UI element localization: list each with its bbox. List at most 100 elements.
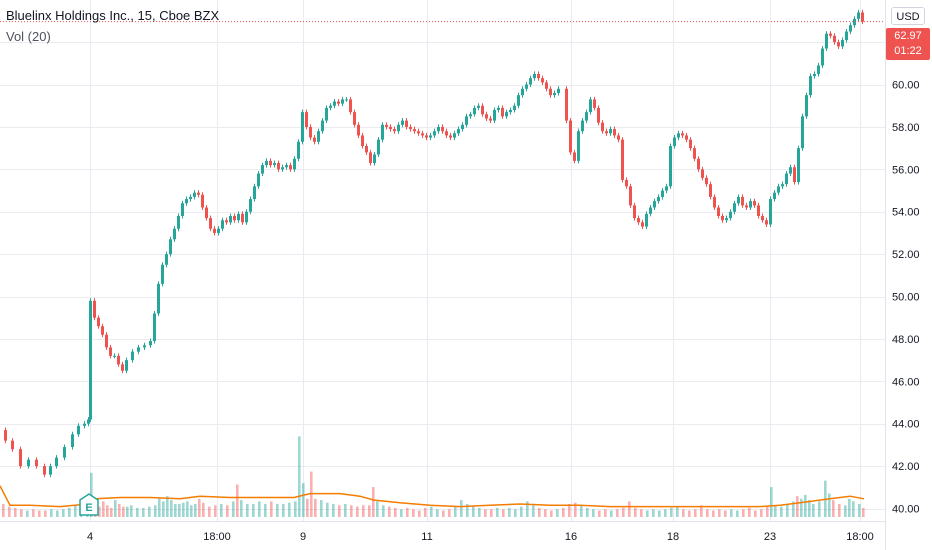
candle-body [585,112,588,121]
candle-body [149,341,152,346]
candle-body [509,109,512,113]
volume-bar [580,505,583,517]
candle-body [393,129,396,132]
volume-bar [490,509,493,517]
price-tick-label: 58.00 [892,122,920,134]
candle-body [661,190,664,197]
volume-bar [382,505,385,517]
candle-body [321,120,324,132]
volume-bar [754,510,757,517]
candle-body [177,215,180,229]
candle-body [441,126,444,132]
candle-body [189,196,192,200]
price-tick-label: 40.00 [892,504,920,516]
volume-bar [792,501,795,517]
candle-body [621,139,624,180]
candle-body [281,167,284,170]
candle-body [87,419,90,424]
volume-bar [372,487,375,517]
volume-bar [604,509,607,517]
volume-bar [98,506,101,517]
candle-body [749,201,752,208]
volume-bar [514,509,517,517]
candle-body [713,196,716,208]
candle-body [677,133,680,138]
volume-bar [106,505,109,517]
candle-body [845,31,848,41]
volume-bar [136,507,139,517]
candle-body [401,120,404,125]
candle-body [117,355,120,365]
candle-body [453,133,456,138]
candle-body [733,203,736,212]
volume-bar [130,505,133,517]
candle-body [63,447,66,458]
volume-bar [812,504,815,517]
volume-bar [598,510,601,517]
volume-bar [800,498,803,517]
candle-body [461,124,464,130]
currency-button[interactable]: USD [891,7,925,25]
volume-bar [26,510,29,517]
candle-body [93,300,96,318]
candle-body [513,105,516,110]
volume-bar [774,505,777,517]
volume-bar [460,500,463,517]
candle-body [769,199,772,225]
volume-bar [114,500,117,517]
candle-body [605,131,608,134]
candle-body [465,116,468,125]
candle-body [545,82,548,89]
candle-body [649,207,652,214]
time-tick-label: 11 [421,531,432,543]
earnings-icon[interactable]: E [79,493,99,517]
candle-body [173,228,176,240]
volume-bar [56,510,59,517]
volume-bar [232,501,235,517]
volume-bar [664,509,667,517]
candle-body [637,218,640,223]
candle-body [381,124,384,140]
volume-bar [628,501,631,517]
price-candles [4,9,864,478]
candle-body [785,173,788,185]
bar-countdown: 01:22 [894,45,922,57]
volume-bar [240,500,243,517]
candle-body [653,201,656,208]
volume-bar [208,506,211,517]
price-axis[interactable]: 40.00 42.00 44.00 46.00 48.00 50.00 52.00 54.00… [892,37,920,515]
earnings-marker-label: E [85,502,92,514]
candle-body [761,215,764,221]
time-axis[interactable]: 4 18:00 9 11 16 18 23 18:00 [87,531,874,543]
volume-bar [264,504,267,517]
candle-body [19,449,22,467]
volume-bar [282,504,285,517]
candle-body [705,177,708,185]
volume-bar [682,509,685,517]
candle-body [521,88,524,96]
volume-bar [412,509,415,517]
price-tick-label: 48.00 [892,334,920,346]
candle-body [657,196,660,202]
volume-bar [68,507,71,517]
volume-bar [236,484,239,517]
candle-body [625,179,628,187]
candle-body [665,186,668,191]
candle-body [481,105,484,115]
candle-body [517,95,520,106]
candle-body [725,218,728,221]
volume-indicator-label[interactable]: Vol (20) [6,29,51,44]
candle-body [757,205,760,216]
volume-bar [770,487,773,517]
volume-ma-line [0,485,865,508]
volume-bar [62,509,65,517]
symbol-title[interactable]: Bluelinx Holdings Inc., 15, Cboe BZX [6,8,220,23]
candle-body [477,105,480,108]
candle-body [629,186,632,206]
volume-bar [520,506,523,517]
candle-body [83,423,86,426]
volume-bar [808,500,811,517]
candle-body [577,131,580,161]
volume-bar [362,505,365,517]
